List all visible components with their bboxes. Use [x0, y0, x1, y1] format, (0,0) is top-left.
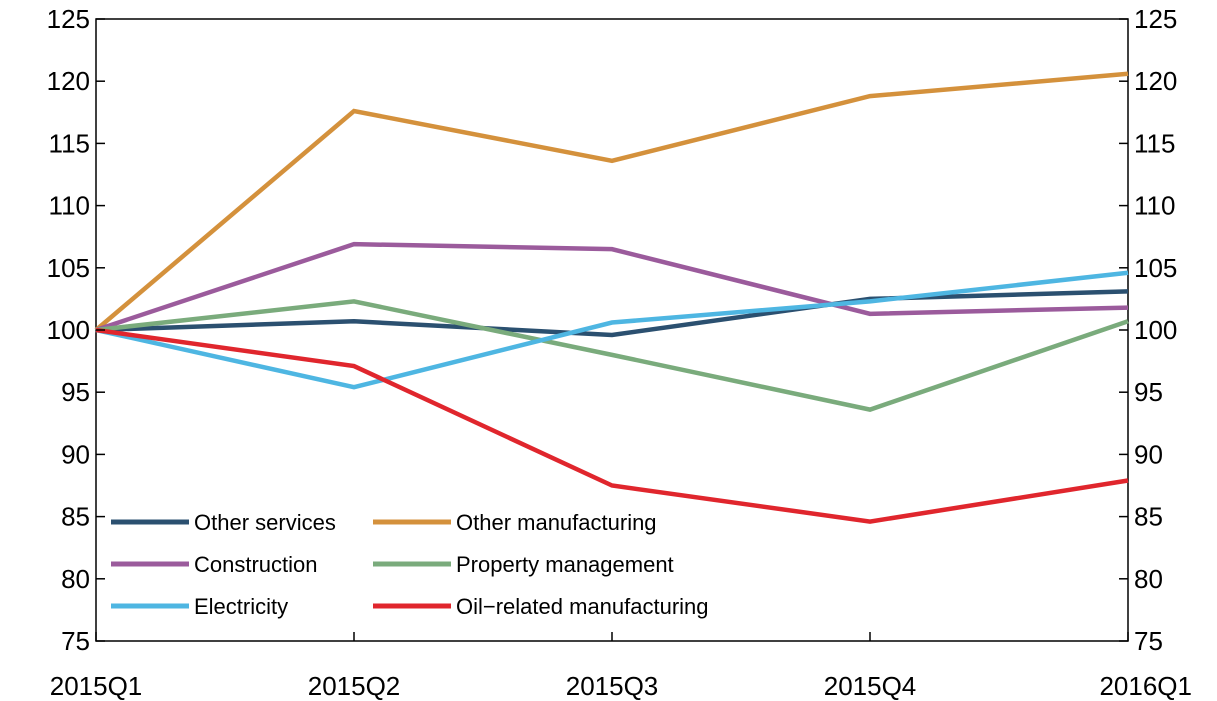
y-tick-label-right: 120	[1134, 66, 1177, 96]
series-line	[94, 71, 1129, 332]
y-tick-label-right: 80	[1134, 564, 1163, 594]
series-line	[95, 270, 1129, 390]
legend-label: Property management	[456, 552, 674, 577]
y-tick-label-right: 115	[1134, 128, 1175, 158]
y-tick-label-right: 95	[1134, 377, 1163, 407]
y-tick-label-left: 100	[47, 315, 90, 345]
x-tick-label: 2016Q1	[1099, 671, 1192, 701]
y-tick-label-right: 100	[1134, 315, 1177, 345]
legend-label: Other services	[194, 510, 336, 535]
series-lines	[94, 71, 1129, 524]
y-tick-label-left: 110	[49, 191, 90, 221]
y-tick-label-left: 95	[61, 377, 90, 407]
y-tick-label-left: 120	[47, 66, 90, 96]
y-tick-label-left: 75	[61, 626, 90, 656]
y-tick-label-right: 85	[1134, 502, 1163, 532]
series-line	[95, 299, 1129, 412]
plot-frame	[95, 18, 1129, 642]
y-tick-label-left: 115	[49, 128, 90, 158]
legend-label: Electricity	[194, 594, 288, 619]
x-tick-label: 2015Q3	[566, 671, 659, 701]
y-tick-label-left: 80	[61, 564, 90, 594]
y-tick-label-left: 105	[47, 253, 90, 283]
y-tick-label-right: 105	[1134, 253, 1177, 283]
legend-label: Construction	[194, 552, 318, 577]
legend: Other services Other manufacturing Constru…	[111, 510, 709, 619]
series-line	[95, 289, 1129, 338]
x-tick-label: 2015Q4	[824, 671, 917, 701]
series-line	[95, 241, 1129, 333]
x-tick-label: 2015Q2	[308, 671, 401, 701]
x-tick-label: 2015Q1	[50, 671, 143, 701]
legend-label: Other manufacturing	[456, 510, 657, 535]
y-tick-label-right: 110	[1134, 191, 1175, 221]
y-tick-label-left: 90	[61, 439, 90, 469]
legend-label: Oil−related manufacturing	[456, 594, 709, 619]
y-tick-label-left: 85	[61, 502, 90, 532]
series-line	[95, 327, 1129, 524]
y-tick-label-right: 75	[1134, 626, 1163, 656]
y-tick-label-left: 125	[47, 4, 90, 34]
axes: 75 75 80 80 85 85 90 90 95 95 100 100 105 105 110 110 11…	[47, 4, 1192, 701]
y-tick-label-right: 90	[1134, 439, 1163, 469]
y-tick-label-right: 125	[1134, 4, 1177, 34]
